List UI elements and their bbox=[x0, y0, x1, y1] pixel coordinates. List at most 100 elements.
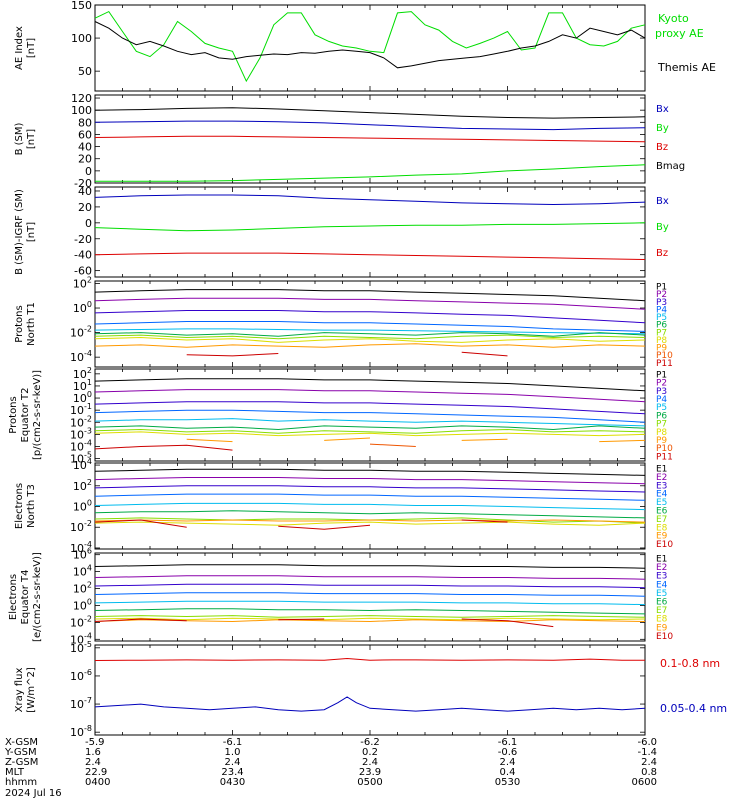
xray-flux-panel: 10-5 10-6 10-7 10-8 Xray flux [W/m^2] 0.1-0.8 … bbox=[14, 640, 727, 739]
legend-label: Kyoto bbox=[658, 12, 689, 25]
y-tick-label: 102 bbox=[73, 478, 92, 493]
ae-index-panel: 150 100 50 AE Index [nT] Kyoto proxy AE Themis … bbox=[14, 0, 716, 92]
series-line bbox=[94, 10, 646, 83]
legend-label: E3 bbox=[656, 572, 667, 582]
ephemeris-value: 0530 bbox=[495, 777, 520, 788]
ephemeris-value: -6.1 bbox=[498, 737, 518, 748]
legend-label: P11 bbox=[656, 452, 673, 462]
y-tick-label: 104 bbox=[73, 457, 92, 472]
legend-label: E7 bbox=[656, 515, 667, 525]
series-line bbox=[94, 696, 646, 712]
y-axis-label: [nT] bbox=[26, 222, 37, 242]
panel-frame bbox=[94, 368, 646, 462]
legend-label: E2 bbox=[656, 563, 667, 573]
y-axis-label: North T3 bbox=[26, 484, 37, 528]
y-tick-label: 10-4 bbox=[70, 438, 92, 453]
y-tick-label: 150 bbox=[71, 0, 92, 12]
series-line bbox=[94, 493, 646, 501]
electrons-north-t3-panel: 104 102 100 10-2 10-4 Electrons North T3 E1E2E3… bbox=[14, 457, 673, 555]
y-tick-label: 10-5 bbox=[70, 640, 92, 655]
series-line bbox=[94, 409, 646, 423]
series-line bbox=[94, 428, 646, 434]
series-line bbox=[94, 378, 646, 392]
y-tick-label: 40 bbox=[78, 185, 92, 198]
series-line bbox=[94, 477, 646, 485]
legend-label: P2 bbox=[656, 290, 667, 300]
legend-label: 0.1-0.8 nm bbox=[660, 657, 720, 670]
y-tick-label: 10-2 bbox=[70, 519, 92, 534]
y-tick-label: 60 bbox=[78, 128, 92, 141]
y-axis-label: Equator T4 bbox=[20, 570, 31, 625]
series-line bbox=[94, 194, 646, 206]
y-tick-label: 40 bbox=[78, 141, 92, 154]
series-line bbox=[187, 351, 600, 356]
series-line bbox=[94, 389, 646, 403]
ephemeris-value: 2.4 bbox=[641, 757, 657, 768]
series-line bbox=[94, 468, 646, 476]
y-axis-label: Protons bbox=[14, 305, 25, 342]
legend-label: P3 bbox=[656, 298, 667, 308]
y-tick-label: 10-7 bbox=[70, 696, 92, 711]
ephemeris-value: 1.6 bbox=[85, 747, 101, 758]
y-axis-label: Electrons bbox=[14, 483, 25, 529]
series-line bbox=[94, 334, 646, 340]
y-tick-label: 20 bbox=[78, 153, 92, 166]
ephemeris-row-label: Y-GSM bbox=[4, 747, 37, 758]
legend-label: P5 bbox=[656, 313, 667, 323]
ephemeris-row-label: Z-GSM bbox=[5, 757, 38, 768]
ephemeris-value: -6.0 bbox=[637, 737, 657, 748]
y-axis-label: Protons bbox=[8, 396, 19, 433]
ephemeris-value: 2.4 bbox=[85, 757, 101, 768]
legend-label: P4 bbox=[656, 395, 667, 405]
y-tick-label: 0 bbox=[85, 165, 92, 178]
series-line bbox=[94, 336, 646, 343]
y-axis-label: [W/m^2] bbox=[26, 667, 37, 713]
y-tick-label: 10-2 bbox=[70, 614, 92, 629]
legend-label: Bmag bbox=[656, 161, 685, 172]
legend-label: P7 bbox=[656, 328, 667, 338]
series-line bbox=[94, 444, 233, 451]
y-axis-label: Electrons bbox=[8, 574, 19, 620]
legend-label: P2 bbox=[656, 379, 667, 389]
ephemeris-value: -0.6 bbox=[498, 747, 518, 758]
y-tick-label: 10-3 bbox=[70, 426, 92, 441]
series-line bbox=[94, 297, 646, 310]
legend-label: By bbox=[656, 123, 669, 134]
series-line bbox=[94, 135, 646, 143]
ephemeris-row-label: MLT bbox=[5, 767, 25, 778]
legend-label: E8 bbox=[656, 523, 668, 533]
legend-label: E6 bbox=[656, 598, 668, 608]
y-tick-label: 100 bbox=[73, 300, 92, 315]
series-line bbox=[94, 107, 646, 119]
legend-label: E5 bbox=[656, 498, 667, 508]
series-line bbox=[94, 502, 646, 511]
panel-frame bbox=[94, 462, 646, 550]
legend-label: P1 bbox=[656, 283, 667, 293]
series-line bbox=[94, 583, 646, 589]
ephemeris-value: 1.0 bbox=[225, 747, 241, 758]
y-tick-label: 102 bbox=[73, 275, 92, 290]
y-axis-label: Xray flux bbox=[14, 668, 25, 713]
y-tick-label: 120 bbox=[71, 92, 92, 105]
ephemeris-value: 0.2 bbox=[362, 747, 378, 758]
legend-label: P6 bbox=[656, 411, 667, 421]
series-line bbox=[94, 510, 646, 519]
y-tick-label: 10-8 bbox=[70, 724, 92, 739]
b-minus-igrf-panel: 40 20 0 -20 -40 -60 B (SM)-IGRF (SM) [nT] Bx By Bz bbox=[14, 185, 669, 278]
series-line bbox=[94, 120, 646, 131]
series-line bbox=[94, 608, 646, 615]
series-line bbox=[94, 252, 646, 260]
legend-label: proxy AE bbox=[655, 27, 704, 40]
series-line bbox=[94, 519, 508, 530]
series-line bbox=[95, 164, 646, 182]
y-tick-label: 10-6 bbox=[70, 668, 92, 683]
y-tick-label: 100 bbox=[73, 390, 92, 405]
series-line bbox=[94, 321, 646, 332]
legend-label: P1 bbox=[656, 371, 667, 381]
legend-label: E2 bbox=[656, 473, 667, 483]
y-tick-label: 50 bbox=[78, 65, 92, 78]
ephemeris-value: 2.4 bbox=[225, 757, 241, 768]
legend-label: Bx bbox=[656, 104, 669, 115]
y-axis-label: [nT] bbox=[26, 129, 37, 149]
